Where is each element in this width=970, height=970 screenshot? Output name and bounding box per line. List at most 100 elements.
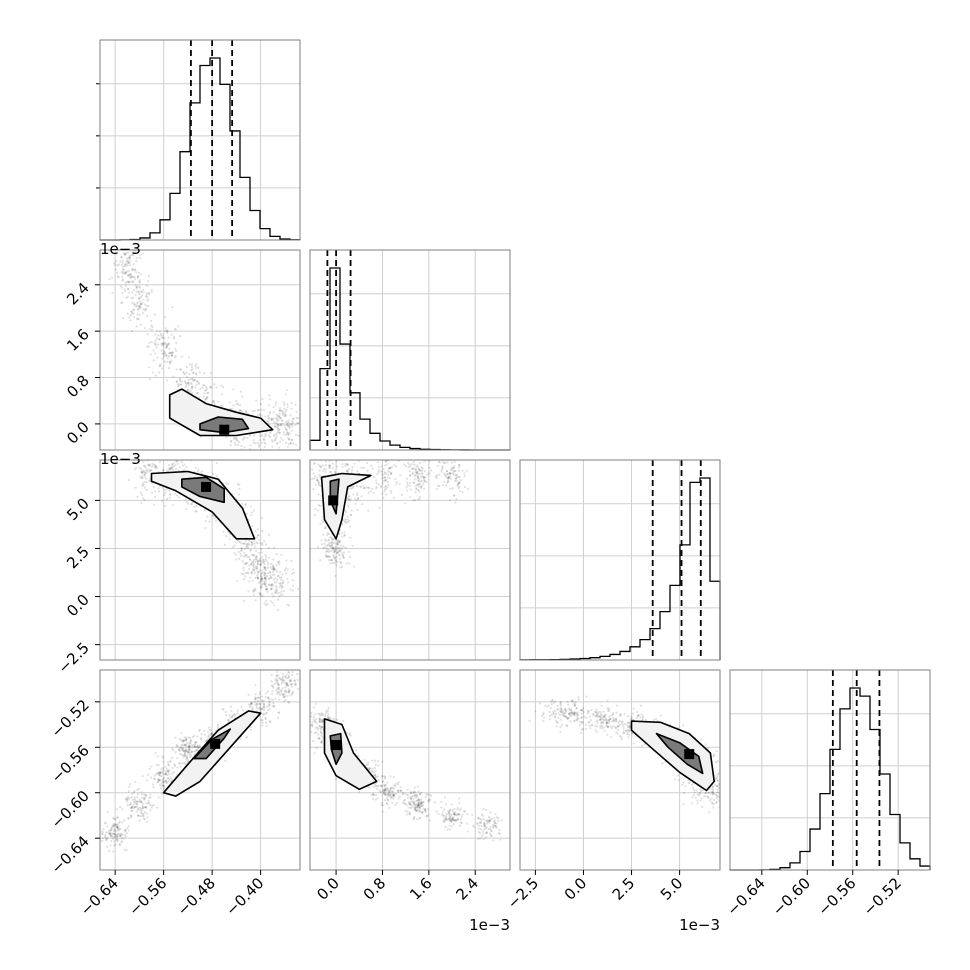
scatter-point xyxy=(415,793,419,796)
scatter-point xyxy=(237,443,240,447)
scatter-point xyxy=(343,534,346,537)
scatter-point xyxy=(250,511,254,514)
scatter-point xyxy=(171,766,174,770)
scatter-point xyxy=(631,712,634,715)
scatter-point xyxy=(416,809,419,812)
scatter-point xyxy=(237,441,241,444)
scatter-point xyxy=(447,476,450,479)
scatter-point xyxy=(121,270,124,273)
scatter-point xyxy=(140,303,143,306)
scatter-point xyxy=(147,458,149,460)
scatter-point xyxy=(376,797,379,800)
scatter-point xyxy=(154,374,157,377)
scatter-point xyxy=(458,490,461,493)
scatter-point xyxy=(321,732,324,735)
scatter-point xyxy=(386,793,389,797)
scatter-point xyxy=(116,264,119,267)
scatter-point xyxy=(413,786,416,789)
scatter-point xyxy=(263,703,266,707)
scatter-point xyxy=(252,588,255,592)
scatter-point xyxy=(356,484,359,488)
scatter-point xyxy=(161,781,164,784)
scatter-point xyxy=(345,470,348,473)
scatter-point xyxy=(284,689,287,692)
scatter-point xyxy=(376,472,379,475)
scatter-point xyxy=(237,550,240,553)
scatter-point xyxy=(270,417,273,420)
scatter-point xyxy=(381,474,384,477)
scatter-point xyxy=(413,499,417,502)
scatter-point xyxy=(392,784,396,787)
scatter-point xyxy=(403,798,406,801)
scatter-point xyxy=(135,287,138,290)
scatter-point xyxy=(250,563,253,566)
scatter-point xyxy=(139,808,143,811)
scatter-point xyxy=(412,791,415,794)
panel-1-3-frame xyxy=(309,669,511,871)
scatter-point xyxy=(417,468,420,471)
contour-outer xyxy=(162,710,262,797)
scatter-point xyxy=(280,689,283,693)
scatter-point xyxy=(196,470,199,473)
scatter-point xyxy=(129,782,132,786)
scatter-point xyxy=(389,775,392,778)
scatter-point xyxy=(630,715,633,718)
scatter-point xyxy=(252,509,255,512)
scatter-point xyxy=(101,837,104,840)
scatter-point xyxy=(395,801,398,804)
scatter-point xyxy=(172,771,176,774)
scatter-point xyxy=(265,587,268,590)
scatter-point xyxy=(289,588,292,591)
scatter-point xyxy=(116,271,119,275)
scatter-point xyxy=(285,684,288,687)
scatter-point xyxy=(405,477,409,480)
scatter-point xyxy=(554,712,558,715)
scatter-point xyxy=(321,713,324,716)
scatter-point xyxy=(146,295,149,298)
scatter-point xyxy=(381,810,384,813)
scatter-point xyxy=(448,815,451,818)
scatter-point xyxy=(260,578,263,581)
scatter-point xyxy=(276,716,280,720)
scatter-point xyxy=(390,472,393,475)
scatter-point xyxy=(335,548,338,551)
scatter-point xyxy=(330,541,334,544)
scatter-point xyxy=(285,428,288,432)
scatter-point xyxy=(257,534,260,537)
scatter-point xyxy=(269,720,272,724)
scatter-point xyxy=(442,820,445,824)
scatter-point xyxy=(188,744,191,747)
scatter-point xyxy=(285,433,288,436)
scatter-point xyxy=(454,469,457,473)
scatter-point xyxy=(344,462,347,466)
scatter-point xyxy=(339,548,343,551)
scatter-point xyxy=(143,480,146,484)
scatter-point xyxy=(407,796,410,799)
scatter-point xyxy=(355,749,358,752)
scatter-point xyxy=(435,810,438,813)
scatter-point xyxy=(318,712,321,715)
scatter-point xyxy=(351,487,354,490)
scatter-point xyxy=(490,830,494,833)
scatter-point xyxy=(447,811,451,814)
scatter-point xyxy=(262,571,265,574)
scatter-point xyxy=(220,393,223,396)
scatter-point xyxy=(114,252,118,255)
scatter-point xyxy=(288,423,291,426)
scatter-point xyxy=(145,307,148,311)
scatter-point xyxy=(409,450,411,452)
scatter-point xyxy=(162,784,165,787)
scatter-point xyxy=(420,805,423,808)
scatter-point xyxy=(418,816,421,819)
scatter-point xyxy=(147,298,150,301)
scatter-point xyxy=(407,466,410,469)
scatter-point xyxy=(444,461,447,464)
scatter-point xyxy=(275,564,278,567)
scatter-point xyxy=(571,699,574,702)
scatter-point xyxy=(561,710,565,713)
scatter-point xyxy=(141,476,144,480)
scatter-point xyxy=(538,702,541,705)
scatter-point xyxy=(381,452,383,454)
scatter-point xyxy=(184,738,187,742)
